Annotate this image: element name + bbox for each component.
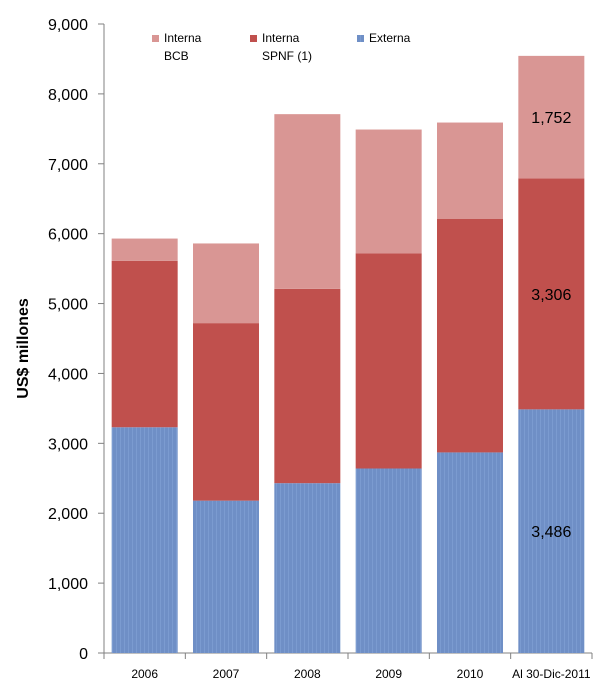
x-tick-label: 2006	[131, 667, 158, 681]
y-tick-label: 8,000	[48, 87, 88, 104]
bar-segment	[518, 409, 585, 653]
legend-label: Externa	[369, 31, 411, 45]
legend-swatch	[357, 35, 364, 42]
bar-segment	[274, 288, 341, 484]
bar-segment	[111, 238, 178, 261]
y-tick-label: 3,000	[48, 436, 88, 453]
x-tick-label: 2008	[294, 667, 321, 681]
y-tick-label: 0	[79, 646, 88, 663]
bar-segment	[193, 323, 259, 501]
bar-segment	[274, 114, 341, 289]
y-tick-label: 1,000	[48, 576, 88, 593]
bar-segment	[518, 178, 585, 410]
bar-segment	[193, 500, 259, 653]
y-tick-label: 2,000	[48, 506, 88, 523]
bar-segment	[193, 243, 259, 324]
bar-segment	[274, 483, 341, 653]
x-tick-label: 2009	[375, 667, 402, 681]
x-tick-label: Al 30-Dic-2011	[512, 667, 591, 681]
bar-segment	[355, 129, 422, 254]
legend-label: SPNF (1)	[262, 49, 312, 63]
legend-swatch	[152, 35, 159, 42]
bar-segment	[437, 452, 503, 653]
data-label: 1,752	[531, 110, 571, 127]
y-tick-label: 7,000	[48, 157, 88, 174]
data-label: 3,486	[531, 524, 571, 541]
y-tick-label: 9,000	[48, 17, 88, 34]
bar-segment	[518, 55, 585, 179]
x-tick-label: 2007	[213, 667, 240, 681]
bar-segment	[355, 253, 422, 469]
legend-label: BCB	[164, 49, 189, 63]
data-labels: 3,486 3,306 1,752	[531, 110, 571, 541]
y-tick-label: 4,000	[48, 366, 88, 383]
bars	[111, 55, 585, 653]
data-label: 3,306	[531, 287, 571, 304]
legend-swatch	[250, 35, 257, 42]
bar-segment	[111, 260, 178, 428]
bar-segment	[437, 122, 503, 219]
bar-segment	[355, 468, 422, 653]
legend: Interna BCB Interna SPNF (1) Externa	[152, 31, 411, 63]
y-tick-label: 5,000	[48, 297, 88, 314]
x-tick-label: 2010	[457, 667, 484, 681]
y-axis-label: US$ millones	[15, 298, 32, 399]
legend-label: Interna	[262, 31, 300, 45]
bar-segment	[437, 218, 503, 453]
legend-label: Interna	[164, 31, 202, 45]
axes: 0 1,000 2,000 3,000 4,000 5,000 6,000 7,000 8,00…	[15, 17, 593, 681]
y-tick-label: 6,000	[48, 227, 88, 244]
bar-segment	[111, 427, 178, 653]
